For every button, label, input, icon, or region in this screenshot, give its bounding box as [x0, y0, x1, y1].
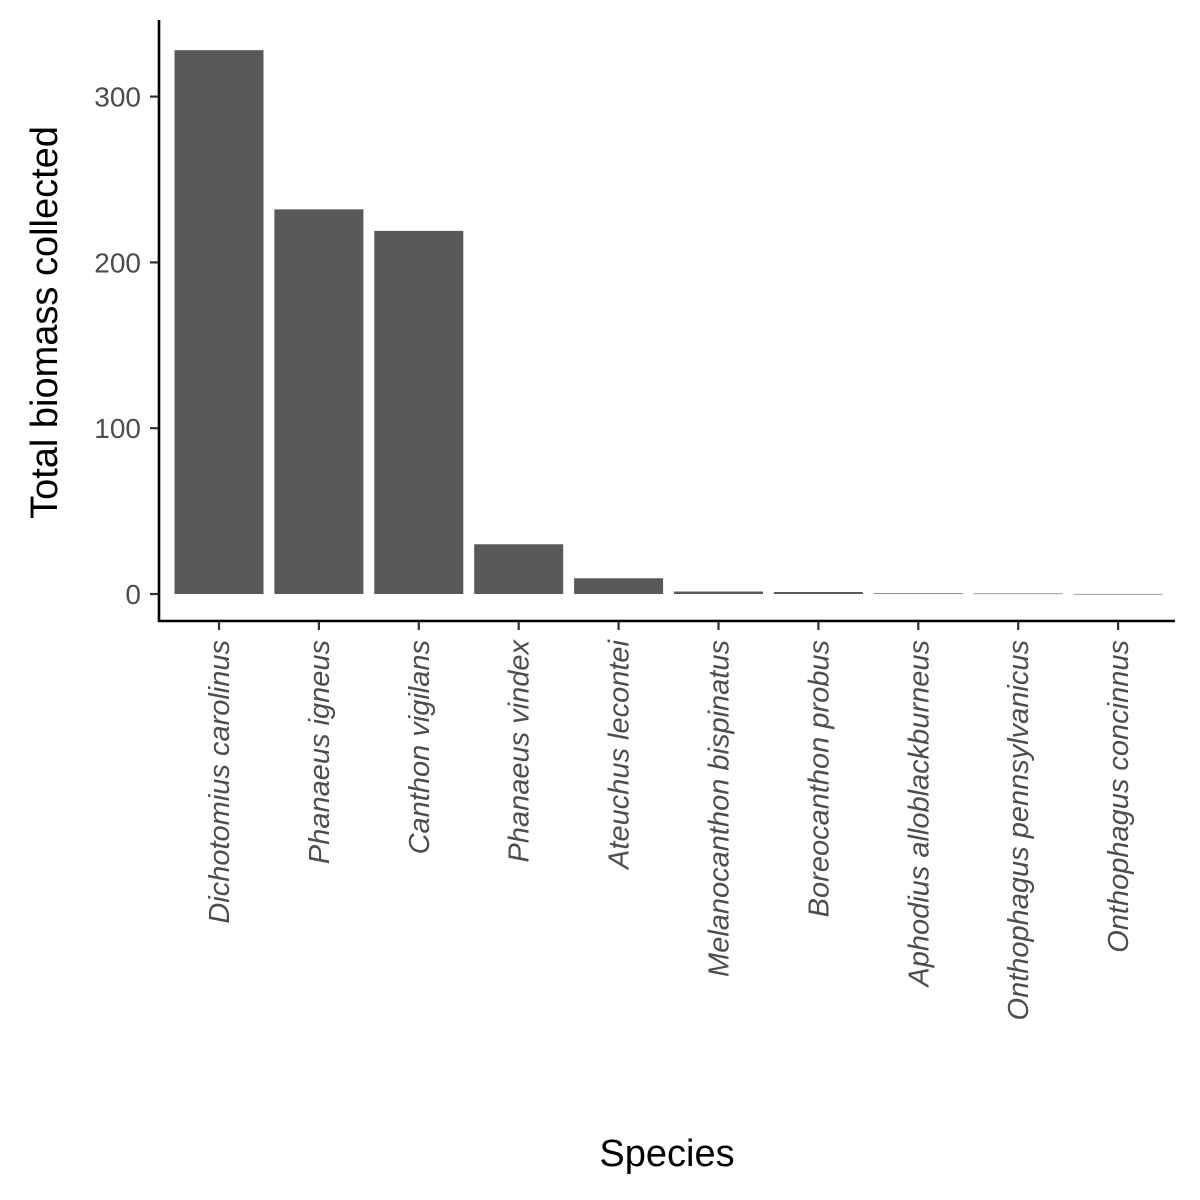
- bar: [574, 578, 664, 594]
- bar: [174, 50, 264, 594]
- y-tick-label: 200: [94, 247, 141, 278]
- x-tick-label: Ateuchus lecontei: [604, 638, 636, 870]
- x-axis-ticks: Dichotomius carolinus Phanaeus igneus Cant…: [204, 621, 1135, 1020]
- bar: [773, 592, 863, 594]
- x-tick-label: Boreocanthon probus: [803, 640, 835, 917]
- y-tick-label: 0: [125, 579, 141, 610]
- bar: [1073, 593, 1163, 595]
- x-tick-label: Phanaeus igneus: [304, 640, 336, 864]
- x-tick-label: Dichotomius carolinus: [204, 640, 236, 924]
- bars-group: [174, 50, 1163, 595]
- y-axis-ticks: 0 100 200 300: [94, 82, 159, 610]
- x-tick-label: Aphodius alloblackburneus: [903, 640, 935, 989]
- bar: [873, 593, 963, 594]
- x-tick-label: Onthophagus pennsylvanicus: [1003, 640, 1035, 1020]
- x-tick-label: Canthon vigilans: [404, 640, 436, 854]
- y-tick-label: 300: [94, 82, 141, 113]
- y-axis-title: Total biomass collected: [24, 126, 66, 519]
- x-tick-label: Phanaeus vindex: [504, 639, 536, 863]
- bar: [274, 209, 364, 594]
- bar: [474, 544, 564, 594]
- x-axis-title: Species: [599, 1133, 734, 1175]
- x-tick-label: Onthophagus concinnus: [1103, 640, 1135, 953]
- x-tick-label: Melanocanthon bispinatus: [704, 640, 736, 977]
- bar: [374, 230, 464, 594]
- y-tick-label: 100: [94, 413, 141, 444]
- bar: [674, 591, 763, 594]
- bar: [973, 593, 1063, 595]
